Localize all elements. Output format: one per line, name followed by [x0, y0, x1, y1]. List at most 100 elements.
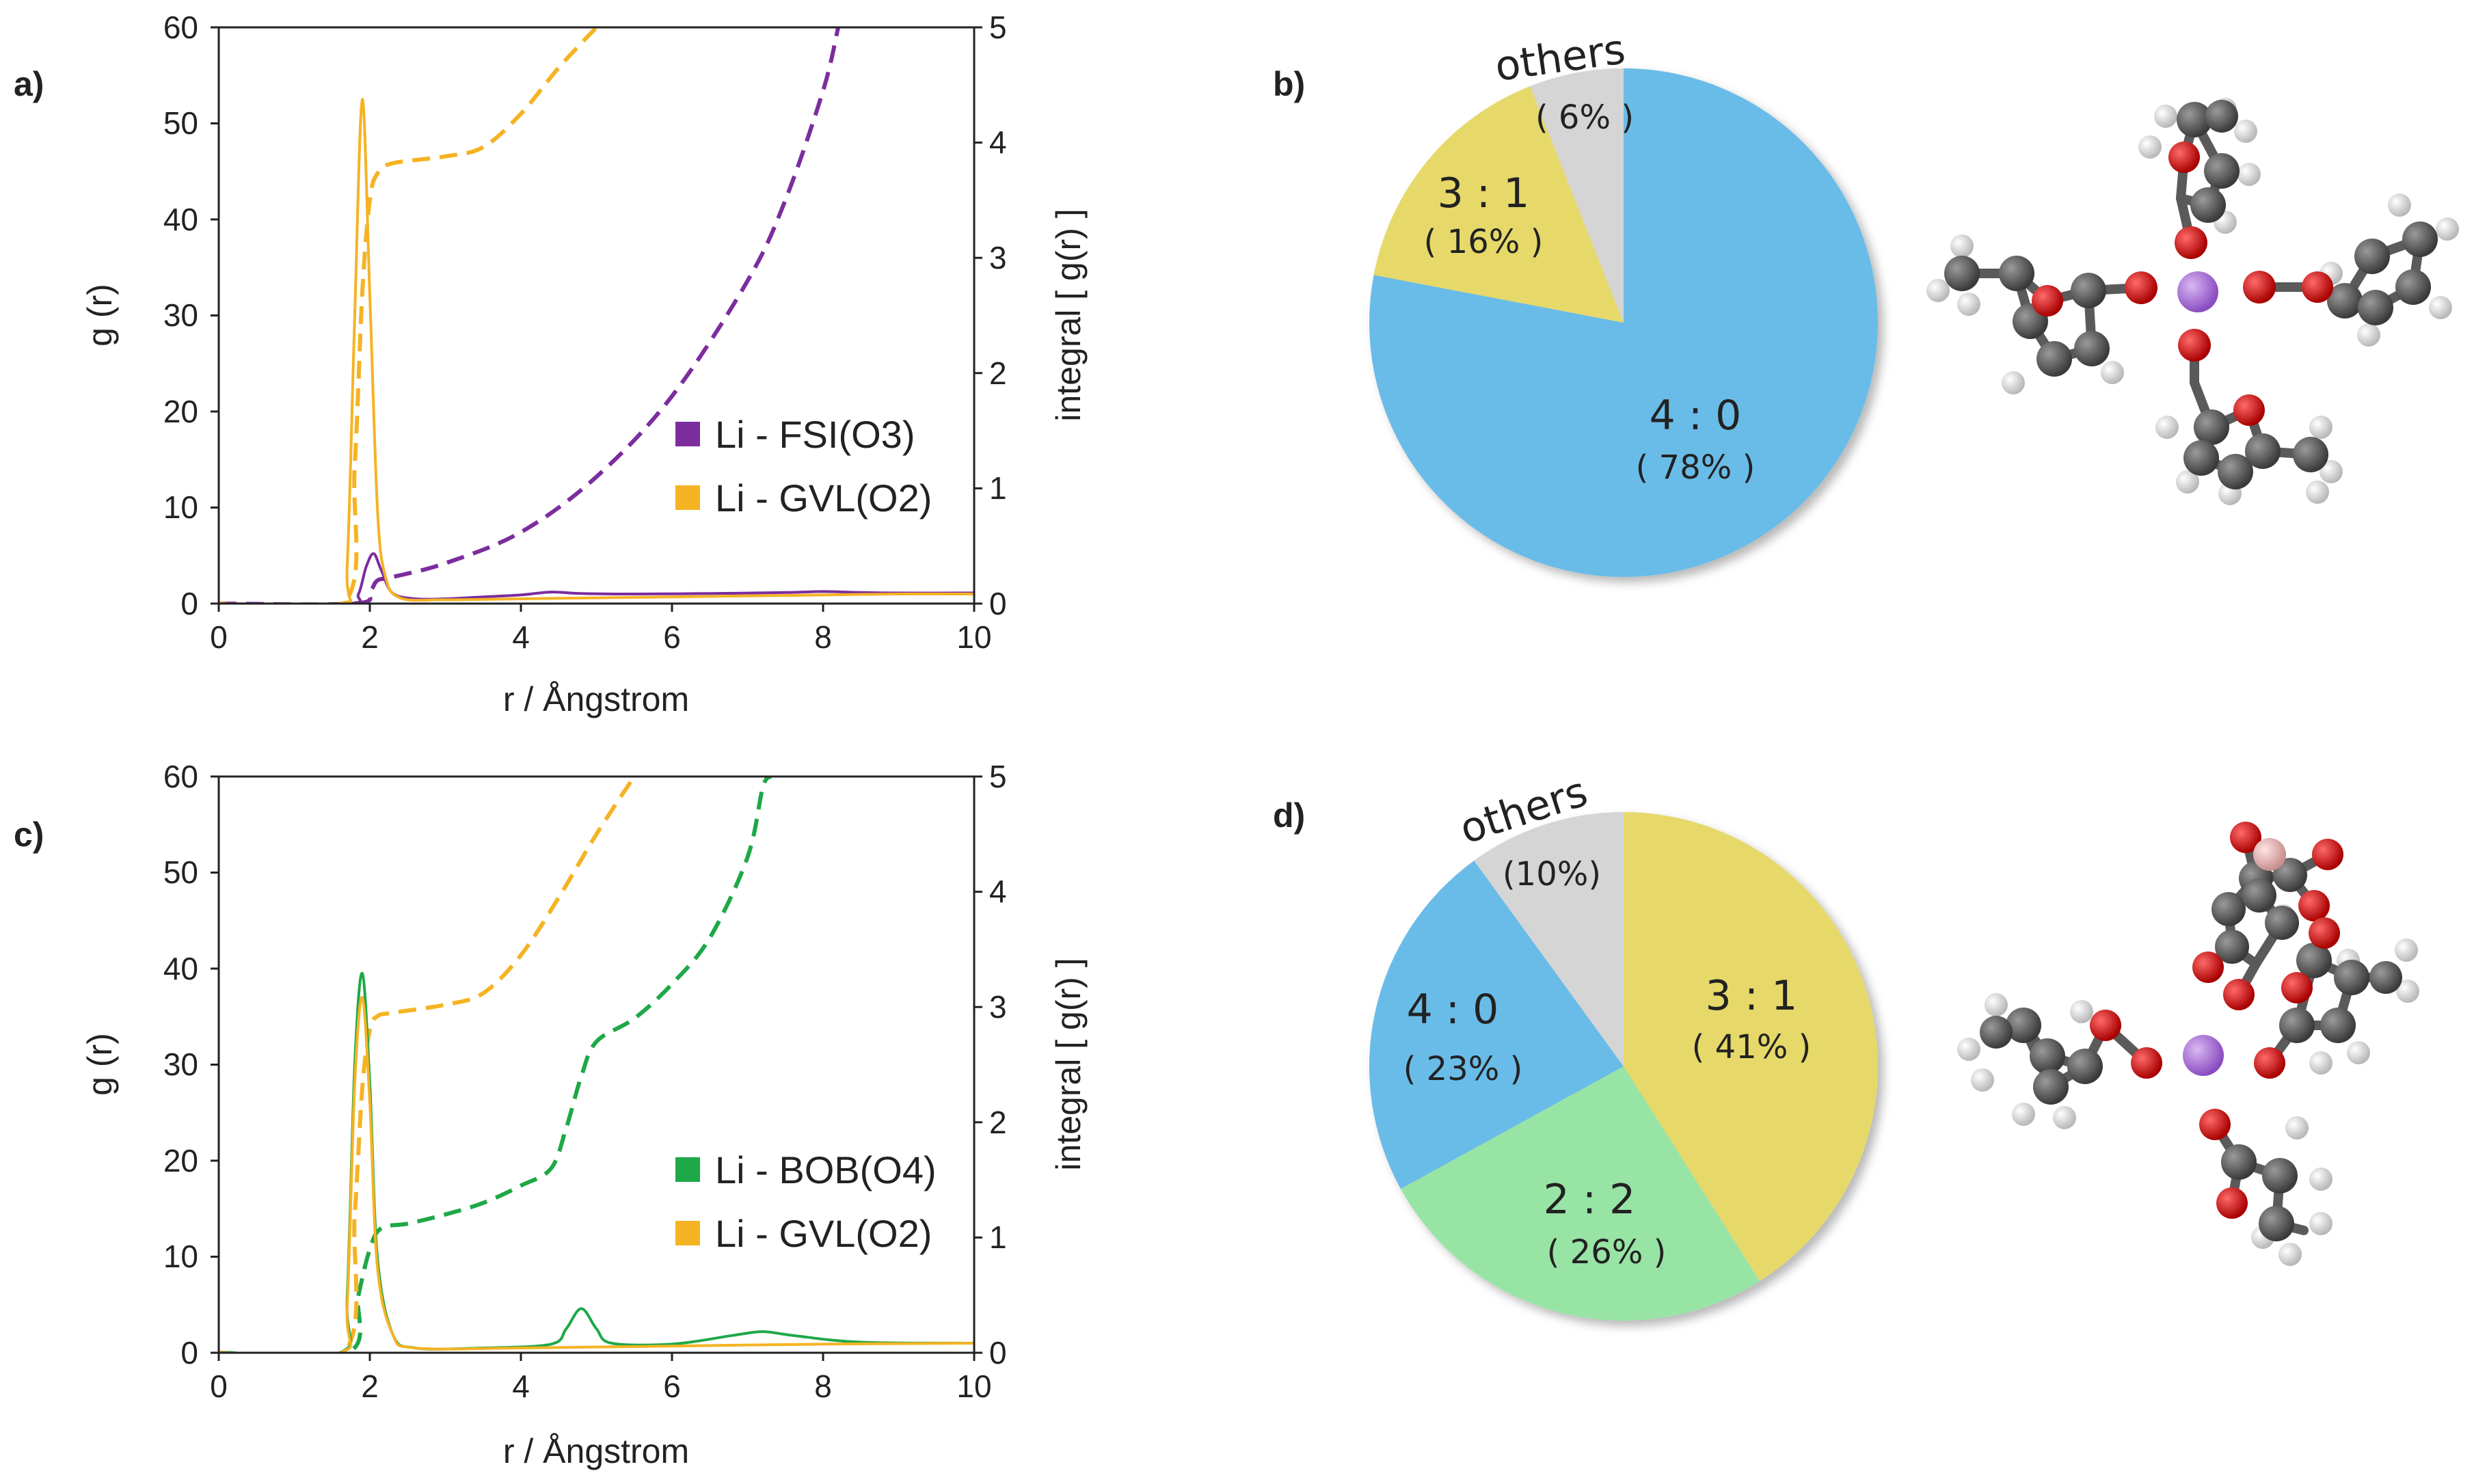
panel-label: d): [1273, 796, 1305, 835]
pie-slice-others: [1474, 812, 1624, 1066]
x-axis-ticks: 0 2 4 6 8 10: [210, 1368, 991, 1404]
pie-slice-percent: ( 16% ): [1424, 223, 1544, 261]
tick-marks: [211, 26, 982, 612]
y2-axis-title: integral [ g(r) ]: [1049, 208, 1088, 421]
pie: [1369, 68, 1879, 577]
y-tick-label: 10: [163, 1239, 198, 1274]
carbon-atoms: [1944, 100, 2438, 489]
tick-marks: [211, 775, 982, 1361]
panel-d-pie-chart: d) 3 : 1 ( 41% ) 2 : 2 ( 26% ) 4 : 0 ( 2…: [1273, 768, 1878, 1321]
y2-tick-label: 5: [989, 759, 1007, 794]
y-axis-title: g (r): [81, 1033, 119, 1096]
pie-slice-percent: (10%): [1503, 855, 1601, 893]
pie-slice-label: 4 : 0: [1650, 392, 1742, 440]
legend: Li - FSI(O3) Li - GVL(O2): [675, 413, 932, 520]
pie-slice-3-1: [1373, 86, 1624, 323]
series-line-li-gvl-o2-integral: [219, 27, 598, 604]
panel-a-rdf-chart: a) 0 2 4 6 8 10 0 10 20 30 40 50 60 0 1 …: [14, 10, 1088, 718]
x-tick-label: 10: [956, 619, 991, 655]
legend-swatch: [675, 422, 700, 446]
x-axis-title: r / Ångstrom: [503, 1432, 689, 1470]
panel-c-rdf-chart: c) 0 2 4 6 8 10 0 10 20 30 40 50 60 0 1 …: [14, 759, 1088, 1470]
y-tick-label: 40: [163, 951, 198, 986]
y-tick-label: 0: [180, 1335, 198, 1371]
lithium-atom: [2183, 1035, 2224, 1076]
pie: [1369, 812, 1878, 1321]
hydrogen-atoms: [1957, 904, 2419, 1266]
series-layer: [219, 777, 974, 1353]
series-layer: [219, 27, 974, 604]
pie-slice-percent: ( 6% ): [1535, 98, 1634, 137]
molecular-structure-b: [1926, 98, 2459, 505]
y2-tick-label: 1: [989, 1219, 1007, 1255]
legend-swatch: [675, 1157, 700, 1182]
oxygen-atoms: [2032, 141, 2333, 426]
y-tick-label: 50: [163, 105, 198, 141]
legend-label: Li - GVL(O2): [715, 1212, 932, 1255]
y-tick-label: 30: [163, 1047, 198, 1082]
y-tick-label: 60: [163, 759, 198, 794]
pie-slice-label: 2 : 2: [1544, 1176, 1636, 1224]
molecular-structure-d: [1957, 822, 2419, 1266]
y2-tick-label: 4: [989, 874, 1007, 909]
y2-tick-label: 3: [989, 240, 1007, 275]
y2-axis-ticks: 0 1 2 3 4 5: [989, 759, 1007, 1371]
legend-swatch: [675, 1221, 700, 1245]
series-line-li-gvl-o2-g-r: [219, 996, 974, 1353]
legend-label: Li - GVL(O2): [715, 476, 932, 520]
y-tick-label: 0: [180, 586, 198, 621]
pie-slice-3-1: [1624, 812, 1878, 1282]
y2-tick-label: 4: [989, 124, 1007, 160]
x-tick-label: 4: [512, 619, 530, 655]
legend-swatch: [675, 485, 700, 510]
pie-slice-percent: ( 26% ): [1547, 1233, 1667, 1271]
hydrogen-atoms: [1926, 98, 2459, 505]
series-line-li-gvl-o2-g-r: [219, 98, 974, 604]
pie-slice-2-2: [1401, 1066, 1760, 1321]
x-tick-label: 8: [814, 619, 832, 655]
y2-tick-label: 0: [989, 1335, 1007, 1371]
legend-label: Li - FSI(O3): [715, 413, 915, 456]
y-tick-label: 60: [163, 10, 198, 45]
pie-slice-label: 3 : 1: [1706, 972, 1798, 1020]
y-tick-label: 40: [163, 202, 198, 237]
plot-frame: [217, 775, 976, 1354]
y2-tick-label: 1: [989, 470, 1007, 506]
y-axis-title: g (r): [81, 284, 119, 347]
panel-label: b): [1273, 65, 1305, 103]
x-tick-label: 6: [663, 1368, 681, 1404]
x-tick-label: 0: [210, 1368, 228, 1404]
pie-slice-percent: ( 78% ): [1636, 448, 1756, 487]
pie-slice-percent: ( 23% ): [1403, 1050, 1523, 1088]
pie-slice-4-0: [1369, 861, 1624, 1189]
carbon-atoms: [1980, 858, 2402, 1241]
panel-label: a): [14, 65, 44, 103]
x-tick-label: 6: [663, 619, 681, 655]
boron-atom: [2253, 838, 2286, 871]
y2-axis-title: integral [ g(r) ]: [1049, 958, 1088, 1170]
x-tick-label: 8: [814, 1368, 832, 1404]
pie-slice-percent: ( 41% ): [1692, 1028, 1812, 1066]
oxygen-atoms: [2090, 822, 2343, 1219]
y-tick-label: 20: [163, 394, 198, 429]
series-line-li-bob-o4-integral: [219, 777, 772, 1353]
x-tick-label: 2: [361, 619, 379, 655]
series-line-li-gvl-o2-integral: [219, 777, 636, 1353]
panel-label: c): [14, 815, 44, 854]
y-tick-label: 10: [163, 489, 198, 525]
panel-b-pie-chart: b) 4 : 0 ( 78% ) 3 : 1 ( 16% ) others ( …: [1273, 25, 1879, 577]
y-axis-ticks: 0 10 20 30 40 50 60: [163, 10, 198, 621]
y-tick-label: 20: [163, 1143, 198, 1178]
legend: Li - BOB(O4) Li - GVL(O2): [675, 1148, 937, 1255]
y2-tick-label: 3: [989, 989, 1007, 1025]
y-axis-ticks: 0 10 20 30 40 50 60: [163, 759, 198, 1371]
y2-tick-label: 2: [989, 355, 1007, 391]
y-tick-label: 30: [163, 297, 198, 333]
y-tick-label: 50: [163, 854, 198, 890]
pie-slice-4-0: [1369, 68, 1879, 577]
y2-tick-label: 2: [989, 1105, 1007, 1140]
x-tick-label: 10: [956, 1368, 991, 1404]
pie-slice-label: 4 : 0: [1407, 986, 1499, 1034]
y2-tick-label: 5: [989, 10, 1007, 45]
